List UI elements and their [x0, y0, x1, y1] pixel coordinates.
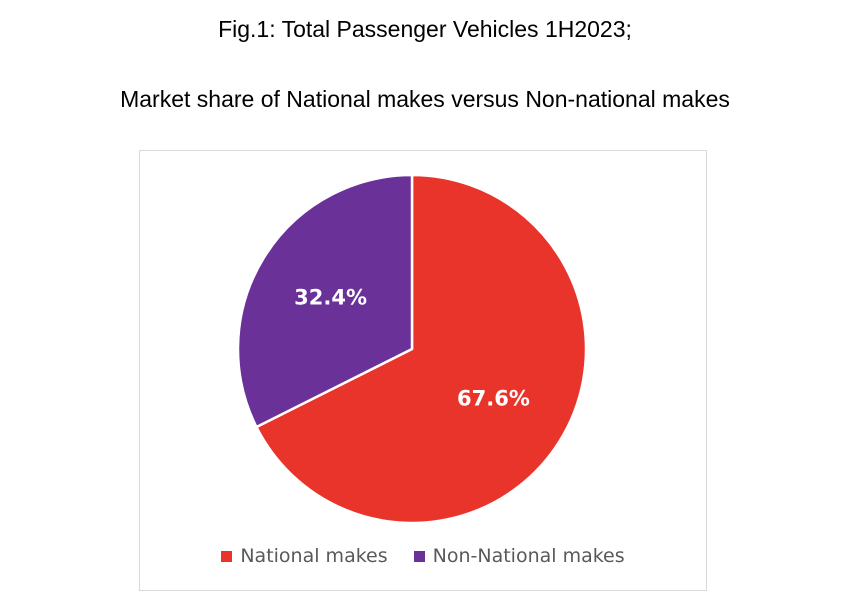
legend: National makes Non-National makes: [140, 545, 706, 567]
pie-slice-non-national: [236, 173, 414, 429]
data-label-national: 67.6%: [457, 386, 530, 410]
legend-label-non-national: Non-National makes: [432, 545, 625, 567]
chart-area: 67.6% 32.4% National makes Non-National m…: [139, 150, 707, 591]
legend-label-national: National makes: [240, 545, 388, 567]
chart-title-line-1: Fig.1: Total Passenger Vehicles 1H2023;: [218, 16, 632, 42]
legend-swatch-non-national: [413, 550, 425, 562]
pie-chart: 67.6% 32.4%: [236, 173, 588, 525]
pie-slice-national: [255, 173, 588, 525]
legend-swatch-national: [221, 550, 233, 562]
data-label-non-national: 32.4%: [294, 286, 367, 310]
chart-title-line-2: Market share of National makes versus No…: [120, 86, 730, 112]
legend-item-non-national: Non-National makes: [413, 545, 625, 567]
legend-item-national: National makes: [221, 545, 388, 567]
